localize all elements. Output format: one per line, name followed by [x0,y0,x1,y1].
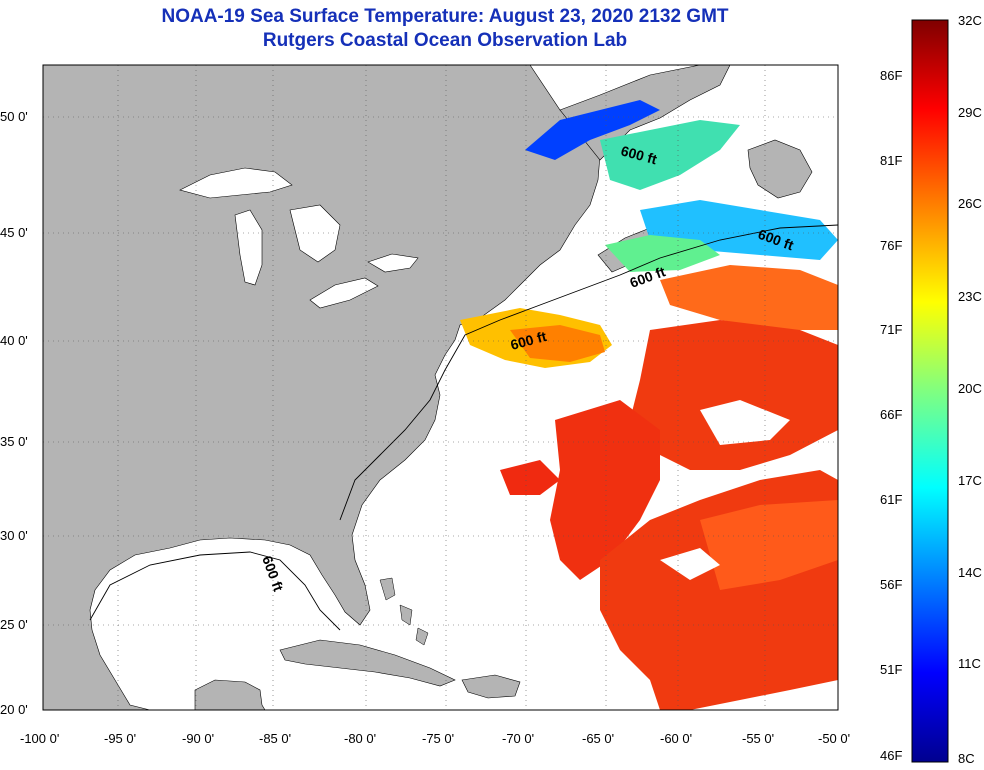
celsius-label: 14C [958,565,982,580]
lon-tick-label: -60 0' [660,731,692,746]
celsius-label: 8C [958,751,975,766]
fahrenheit-label: 46F [880,748,902,763]
celsius-label: 11C [958,656,981,671]
isobath-600ft [89,224,838,631]
lon-tick-label: -55 0' [742,731,774,746]
fahrenheit-label: 86F [880,68,902,83]
map-subtitle: Rutgers Coastal Ocean Observation Lab [262,30,628,51]
fahrenheit-label: 61F [880,492,902,507]
celsius-label: 29C [958,105,982,120]
lat-tick-label: 20 0' [0,702,28,717]
fahrenheit-label: 51F [880,662,902,677]
land-newfoundland [747,139,813,199]
lon-tick-label: -95 0' [104,731,136,746]
land-north-america [43,65,601,710]
lon-tick-label: -75 0' [422,731,454,746]
celsius-label: 23C [958,289,982,304]
land-cuba [279,639,456,687]
celsius-label: 32C [958,13,982,28]
celsius-label: 20C [958,381,982,396]
lat-tick-label: 35 0' [0,434,28,449]
map-title: NOAA-19 Sea Surface Temperature: August … [161,6,729,27]
lon-tick-label: -70 0' [502,731,534,746]
land-bahamas [379,577,429,646]
lon-tick-label: -50 0' [818,731,850,746]
land-hispaniola [461,674,521,699]
lat-tick-label: 40 0' [0,333,28,348]
land-yucatan [194,679,266,710]
lon-tick-label: -65 0' [582,731,614,746]
colorbar-celsius-labels: 32C 29C 26C 23C 20C 17C 14C 11C 8C [958,13,982,766]
fahrenheit-label: 76F [880,238,902,253]
fahrenheit-label: 71F [880,322,902,337]
lake-erie-ontario [309,253,419,309]
map-frame [42,64,839,711]
lon-tick-label: -100 0' [20,731,59,746]
lat-tick-label: 50 0' [0,109,28,124]
lat-tick-label: 45 0' [0,225,28,240]
lake-superior [179,167,293,199]
lon-tick-label: -90 0' [182,731,214,746]
lat-tick-label: 25 0' [0,617,28,632]
lon-tick-label: -85 0' [259,731,291,746]
lon-tick-label: -80 0' [344,731,376,746]
fahrenheit-label: 56F [880,577,902,592]
fahrenheit-label: 81F [880,153,902,168]
celsius-label: 26C [958,196,982,211]
celsius-label: 17C [958,473,982,488]
fahrenheit-label: 66F [880,407,902,422]
lake-michigan-huron [234,204,341,286]
lat-tick-label: 30 0' [0,528,28,543]
temperature-colorbar [911,19,949,763]
colorbar-fahrenheit-labels: 86F 81F 76F 71F 66F 61F 56F 51F 46F [880,68,902,763]
sst-data-layer [460,100,838,710]
